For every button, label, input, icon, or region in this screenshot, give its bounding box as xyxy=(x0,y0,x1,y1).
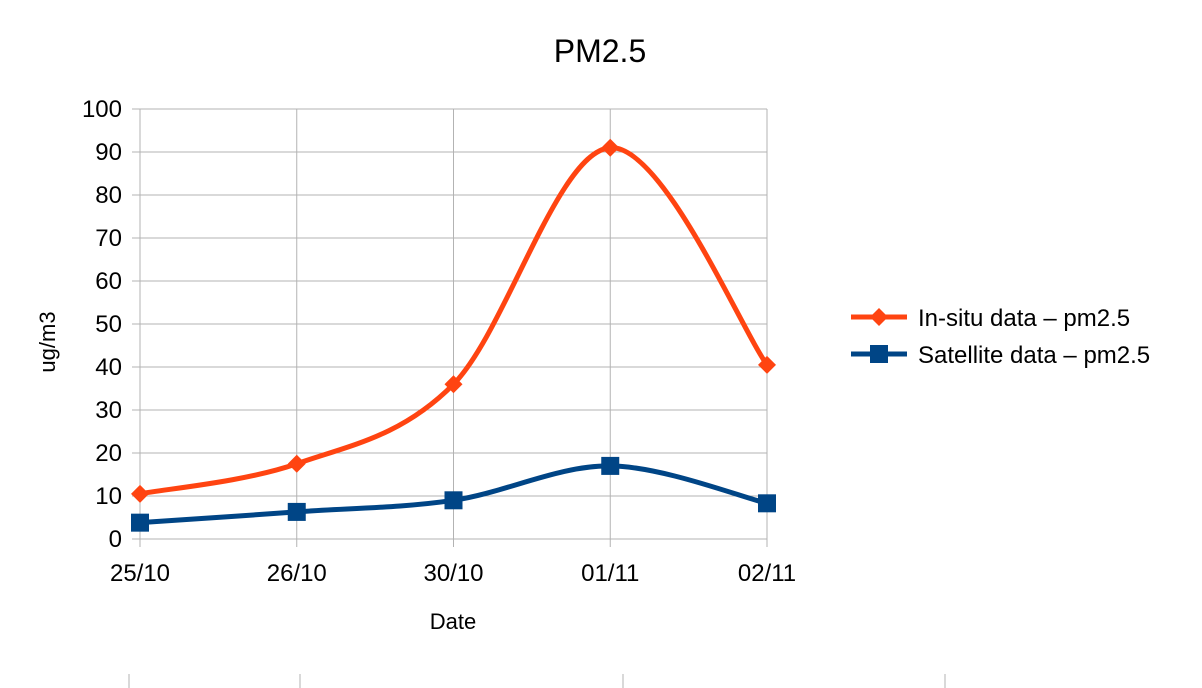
x-tick-label: 02/11 xyxy=(738,560,796,587)
legend-label: In-situ data – pm2.5 xyxy=(918,305,1130,332)
y-tick-label: 20 xyxy=(95,440,122,467)
data-point xyxy=(444,491,463,510)
series-in-situ xyxy=(131,138,776,503)
data-point xyxy=(444,375,463,394)
y-tick-label: 30 xyxy=(95,397,122,424)
series-group xyxy=(131,138,776,532)
y-tick-label: 40 xyxy=(95,354,122,381)
legend-entry: In-situ data – pm2.5 xyxy=(851,305,1130,332)
series-line xyxy=(137,145,770,497)
data-point xyxy=(287,502,306,521)
legend-marker xyxy=(870,308,888,326)
data-point xyxy=(131,513,149,532)
y-axis-label: ug/m3 xyxy=(35,311,60,372)
legend-marker xyxy=(870,345,888,363)
data-point xyxy=(758,494,776,513)
series-satellite xyxy=(131,456,776,532)
x-axis-label: Date xyxy=(430,609,476,634)
data-point xyxy=(758,355,776,374)
x-tick-label: 26/10 xyxy=(267,560,327,587)
x-axis-ticks: 25/10 26/10 30/10 01/11 02/11 xyxy=(110,560,796,587)
x-tick-label: 01/11 xyxy=(581,560,639,587)
y-tick-label: 90 xyxy=(95,139,122,166)
data-point xyxy=(601,456,620,475)
y-axis-ticks: 0 10 20 30 40 50 60 70 80 90 100 xyxy=(82,96,122,553)
y-tick-label: 50 xyxy=(95,311,122,338)
x-tick-label: 30/10 xyxy=(423,560,483,587)
data-point xyxy=(131,484,149,503)
y-tick-label: 60 xyxy=(95,268,122,295)
legend-label: Satellite data – pm2.5 xyxy=(918,342,1150,369)
data-point xyxy=(287,454,306,473)
y-tick-label: 10 xyxy=(95,483,122,510)
y-tick-label: 80 xyxy=(95,182,122,209)
legend: In-situ data – pm2.5 Satellite data – pm2… xyxy=(851,305,1150,369)
chart-title: PM2.5 xyxy=(554,33,646,69)
y-tick-label: 0 xyxy=(109,526,122,553)
y-tick-label: 70 xyxy=(95,225,122,252)
x-tick-label: 25/10 xyxy=(110,560,170,587)
legend-entry: Satellite data – pm2.5 xyxy=(851,342,1150,369)
y-tick-label: 100 xyxy=(82,96,122,123)
bottom-divider-marks xyxy=(128,674,946,688)
data-point xyxy=(601,138,620,157)
